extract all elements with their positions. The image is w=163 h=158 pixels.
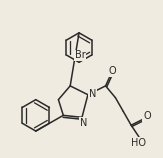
Text: N: N (80, 118, 88, 128)
Text: O: O (143, 111, 151, 121)
Text: Br: Br (75, 50, 85, 60)
Text: O: O (109, 66, 116, 76)
Text: N: N (89, 89, 96, 99)
Text: HO: HO (131, 138, 146, 148)
